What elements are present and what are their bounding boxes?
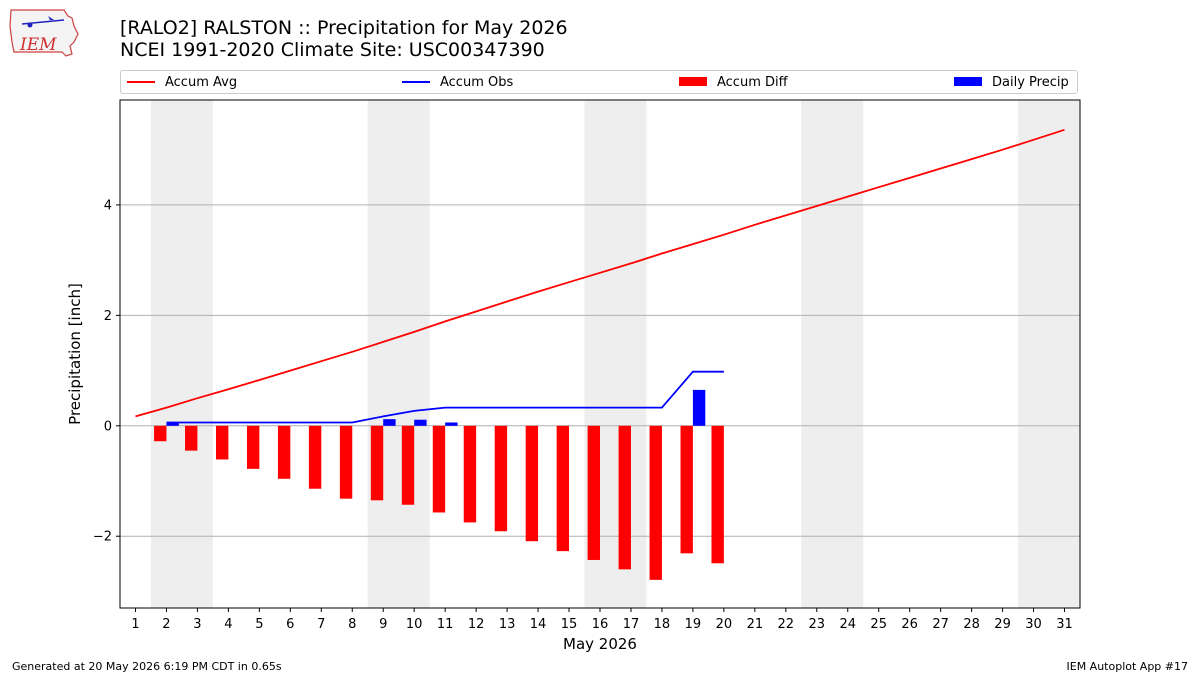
legend-item-accum-avg: Accum Avg: [127, 74, 237, 92]
legend-label-accum-obs: Accum Obs: [440, 75, 514, 90]
weekend-shade-3: [801, 100, 864, 608]
x-tick-label: 9: [379, 617, 387, 632]
x-tick-label: 13: [499, 617, 516, 632]
weekend-shade-4: [1018, 100, 1080, 608]
accum-diff-bar-15: [556, 425, 570, 552]
accum-diff-bar-3: [185, 425, 198, 451]
legend-swatch-accum-diff: [679, 77, 707, 86]
x-tick-label: 20: [716, 617, 733, 632]
title-line-2: NCEI 1991-2020 Climate Site: USC00347390: [120, 39, 545, 61]
accum-diff-bar-9: [370, 425, 384, 501]
legend-swatch-accum-obs: [402, 80, 430, 83]
accum-diff-bar-14: [525, 425, 539, 542]
daily-precip-bar-19: [692, 389, 706, 426]
x-tick-label: 28: [963, 617, 980, 632]
legend-swatch-accum-avg: [127, 80, 155, 83]
legend-item-accum-obs: Accum Obs: [402, 74, 513, 92]
weekend-shade-1: [367, 100, 430, 608]
x-tick-label: 5: [255, 617, 263, 632]
legend-item-daily-precip: Daily Precip: [954, 74, 1069, 92]
daily-precip-bar-9: [383, 419, 396, 426]
x-tick-label: 7: [317, 617, 325, 632]
daily-precip-bar-10: [414, 419, 427, 426]
accum-diff-bar-20: [711, 425, 724, 564]
accum-diff-bar-10: [401, 425, 415, 505]
x-tick-label: 23: [809, 617, 826, 632]
accum-obs-line: [166, 370, 724, 424]
iem-logo: IEM: [9, 9, 79, 57]
x-tick-label: 10: [406, 617, 423, 632]
legend-label-accum-avg: Accum Avg: [165, 75, 238, 90]
x-tick-label: 22: [778, 617, 795, 632]
accum-diff-bar-6: [277, 425, 291, 479]
chart-title: [RALO2] RALSTON :: Precipitation for May…: [120, 17, 568, 61]
accum-diff-bar-5: [246, 425, 260, 469]
legend-label-accum-diff: Accum Diff: [717, 75, 788, 90]
x-tick-label: 19: [685, 617, 702, 632]
accum-diff-bar-8: [339, 425, 353, 499]
y-tick-label: 4: [104, 198, 112, 213]
svg-text:IEM: IEM: [19, 35, 57, 55]
x-tick-label: 16: [592, 617, 609, 632]
x-tick-label: 31: [1056, 617, 1073, 632]
daily-precip-bar-11: [445, 422, 458, 426]
y-tick-label: 0: [104, 419, 112, 434]
y-tick-label: −2: [93, 530, 112, 545]
accum-diff-bar-18: [649, 425, 662, 580]
daily-precip-bar-2: [166, 422, 179, 426]
x-tick-label: 14: [530, 617, 547, 632]
x-tick-label: 3: [193, 617, 201, 632]
y-axis-label: Precipitation [inch]: [66, 283, 84, 425]
x-tick-label: 17: [623, 617, 640, 632]
x-tick-label: 15: [561, 617, 578, 632]
y-tick-label: 2: [104, 309, 112, 324]
x-tick-label: 25: [870, 617, 887, 632]
accum-diff-bar-17: [618, 425, 631, 570]
x-tick-label: 27: [932, 617, 949, 632]
accum-diff-bar-19: [680, 425, 693, 554]
x-axis-label: May 2026: [563, 635, 637, 653]
x-tick-label: 30: [1025, 617, 1042, 632]
accum-diff-bar-11: [432, 425, 446, 513]
x-tick-label: 21: [747, 617, 764, 632]
title-line-1: [RALO2] RALSTON :: Precipitation for May…: [120, 17, 568, 39]
accum-diff-bar-16: [587, 425, 600, 560]
weekend-shade-0: [150, 100, 213, 608]
x-tick-label: 1: [131, 617, 139, 632]
generated-footer: Generated at 20 May 2026 6:19 PM CDT in …: [12, 660, 282, 673]
app-footer: IEM Autoplot App #17: [1066, 660, 1189, 673]
x-tick-label: 29: [994, 617, 1011, 632]
legend-swatch-daily-precip: [954, 77, 982, 86]
x-tick-label: 11: [437, 617, 454, 632]
accum-diff-bar-7: [308, 425, 322, 489]
accum-diff-bar-4: [216, 425, 229, 460]
x-tick-label: 4: [224, 617, 232, 632]
accum-avg-line: [135, 128, 1065, 418]
legend-item-accum-diff: Accum Diff: [679, 74, 788, 92]
x-tick-label: 6: [286, 617, 294, 632]
x-tick-label: 8: [348, 617, 356, 632]
x-tick-label: 12: [468, 617, 485, 632]
x-tick-label: 2: [162, 617, 170, 632]
legend-label-daily-precip: Daily Precip: [992, 75, 1069, 90]
accum-diff-bar-12: [463, 425, 477, 523]
x-tick-label: 24: [839, 617, 856, 632]
accum-diff-bar-2: [154, 425, 167, 442]
x-tick-label: 18: [654, 617, 671, 632]
chart-legend: Accum Avg Accum Obs Accum Diff Daily Pre…: [120, 70, 1078, 94]
x-tick-label: 26: [901, 617, 918, 632]
accum-diff-bar-13: [494, 425, 508, 532]
